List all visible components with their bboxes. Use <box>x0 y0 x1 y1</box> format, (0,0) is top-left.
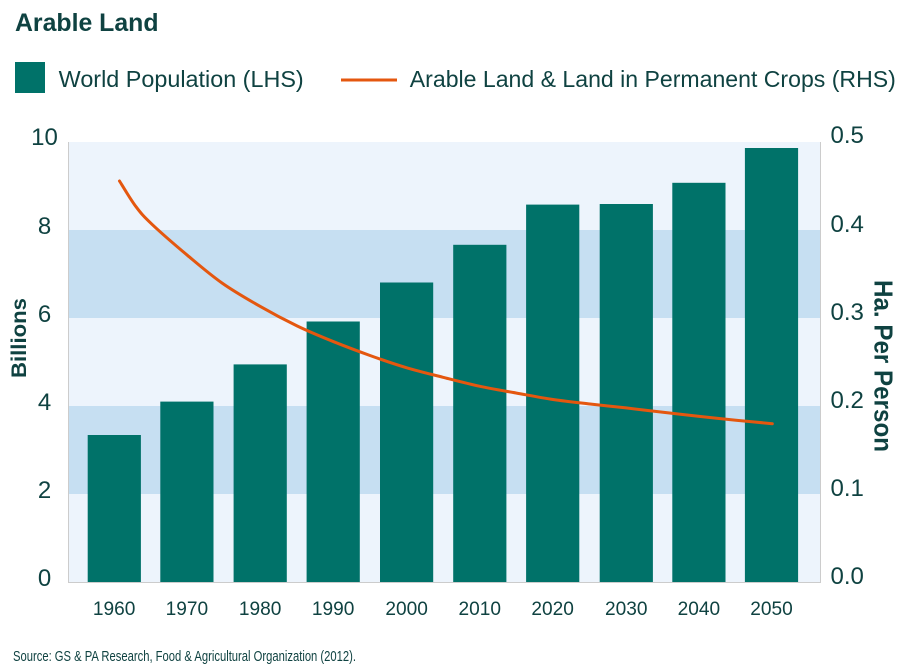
svg-text:2000: 2000 <box>385 599 428 620</box>
svg-text:Source: GS & PA Research, Food: Source: GS & PA Research, Food & Agricul… <box>13 648 356 665</box>
svg-text:10: 10 <box>31 124 58 151</box>
svg-text:Billions: Billions <box>8 298 31 378</box>
svg-text:2050: 2050 <box>750 599 793 620</box>
svg-text:1980: 1980 <box>239 599 282 620</box>
svg-text:Arable Land & Land in Permanen: Arable Land & Land in Permanent Crops (R… <box>410 66 896 92</box>
svg-text:0.1: 0.1 <box>831 475 864 502</box>
svg-text:8: 8 <box>38 213 51 240</box>
svg-text:1990: 1990 <box>312 599 355 620</box>
svg-text:1960: 1960 <box>93 599 136 620</box>
svg-text:0.0: 0.0 <box>831 563 864 590</box>
svg-text:0.4: 0.4 <box>831 211 864 238</box>
svg-text:0.5: 0.5 <box>831 122 864 149</box>
svg-text:2030: 2030 <box>605 599 648 620</box>
svg-text:2040: 2040 <box>678 599 721 620</box>
svg-text:0.2: 0.2 <box>831 387 864 414</box>
svg-text:0: 0 <box>38 565 51 592</box>
svg-text:2010: 2010 <box>459 599 502 620</box>
svg-text:World Population (LHS): World Population (LHS) <box>59 66 304 92</box>
svg-text:Ha. Per Person: Ha. Per Person <box>869 280 899 452</box>
svg-text:2: 2 <box>38 477 51 504</box>
svg-text:6: 6 <box>38 301 51 328</box>
svg-text:4: 4 <box>38 389 51 416</box>
svg-text:0.3: 0.3 <box>831 299 864 326</box>
svg-text:2020: 2020 <box>531 599 574 620</box>
svg-text:1970: 1970 <box>166 599 209 620</box>
svg-text:Arable Land: Arable Land <box>15 9 159 37</box>
